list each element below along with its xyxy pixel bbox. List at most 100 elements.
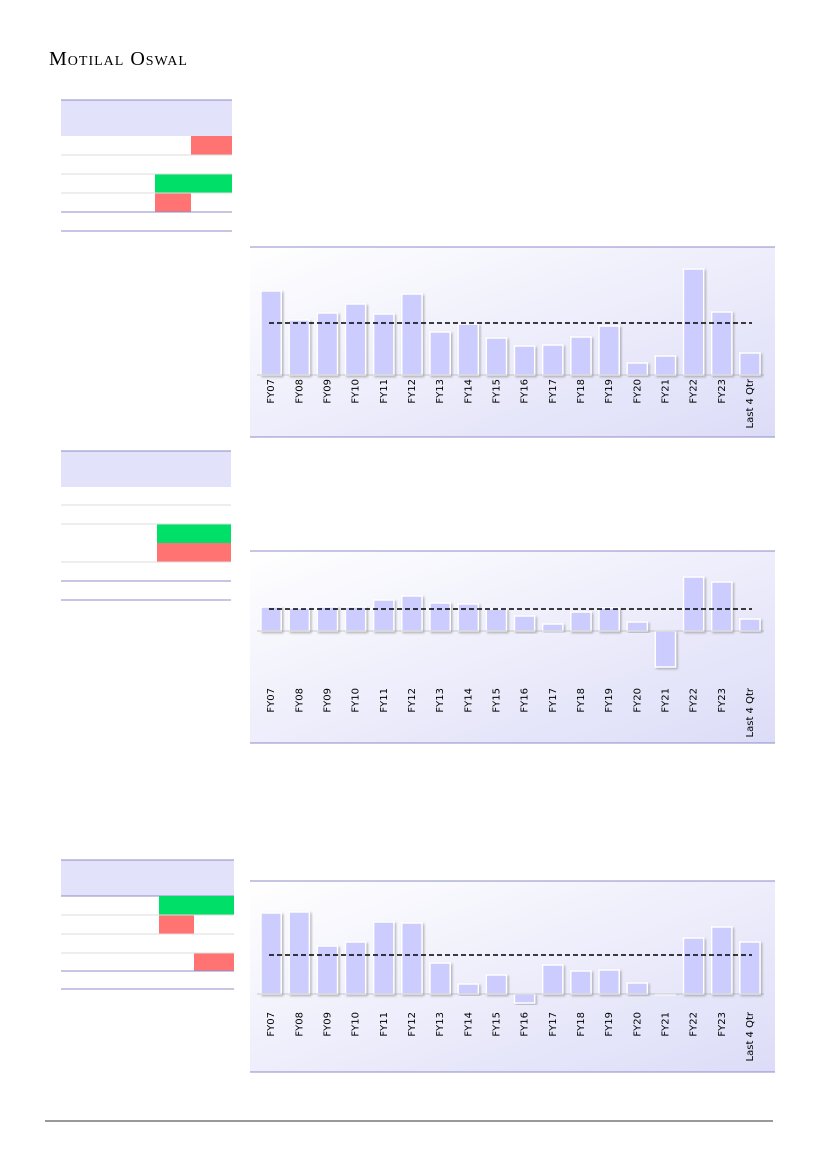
x-tick-label: FY11 xyxy=(379,379,390,404)
x-tick-label: FY15 xyxy=(491,1012,502,1037)
bar xyxy=(429,962,451,995)
bar xyxy=(429,602,451,632)
x-tick-label: FY08 xyxy=(294,1012,305,1037)
x-tick-label: FY20 xyxy=(632,688,643,713)
bar xyxy=(739,941,761,995)
bar xyxy=(598,969,620,995)
bar xyxy=(570,970,592,995)
x-tick-label: FY22 xyxy=(689,379,700,404)
bar xyxy=(401,293,423,376)
bar xyxy=(457,323,480,376)
bar xyxy=(513,615,536,632)
x-tick-label: FY09 xyxy=(322,1012,333,1037)
bar xyxy=(739,618,761,632)
bar xyxy=(626,982,649,995)
bar xyxy=(513,345,536,376)
bar xyxy=(541,964,564,995)
bar xyxy=(682,576,705,632)
bar xyxy=(429,331,451,376)
x-tick-label: FY10 xyxy=(351,688,362,713)
bar xyxy=(570,336,592,376)
bar xyxy=(682,268,705,376)
bar xyxy=(513,993,536,1004)
table xyxy=(61,99,232,232)
bar xyxy=(372,599,395,632)
bar xyxy=(288,911,311,995)
x-tick-label: FY17 xyxy=(548,1012,559,1037)
bar xyxy=(485,608,508,632)
table xyxy=(61,859,234,990)
x-tick-label: FY22 xyxy=(689,688,700,713)
chart: FY07 FY08 FY09 FY10 FY11 FY12 FY13 FY14 FY15 FY16… xyxy=(250,246,775,438)
x-tick-label: FY14 xyxy=(463,1012,474,1037)
bar xyxy=(260,912,282,995)
x-tick-label: FY23 xyxy=(717,688,728,713)
x-tick-label: FY13 xyxy=(435,1012,446,1037)
x-tick-label: FY16 xyxy=(520,379,531,404)
bar xyxy=(457,983,480,995)
x-tick-label: FY14 xyxy=(463,688,474,713)
x-tick-label: FY07 xyxy=(266,688,277,713)
x-tick-label: FY20 xyxy=(632,379,643,404)
bar xyxy=(710,311,733,376)
x-tick-label: FY19 xyxy=(604,1012,615,1037)
x-tick-label: FY21 xyxy=(660,379,671,404)
x-tick-label: FY11 xyxy=(379,688,390,713)
x-tick-label: FY10 xyxy=(351,1012,362,1037)
x-tick-label: FY17 xyxy=(548,688,559,713)
bar xyxy=(541,623,564,632)
x-tick-label: FY07 xyxy=(266,1012,277,1037)
x-tick-label: FY23 xyxy=(717,1012,728,1037)
x-tick-label: FY14 xyxy=(463,379,474,404)
bar xyxy=(260,290,282,376)
bar xyxy=(260,606,282,632)
bar xyxy=(626,362,649,376)
x-tick-label: FY15 xyxy=(491,379,502,404)
x-tick-label: FY19 xyxy=(604,688,615,713)
bar xyxy=(626,621,649,632)
bar xyxy=(288,607,311,632)
x-tick-label: Last 4 Qtr xyxy=(745,687,756,737)
bar xyxy=(570,611,592,632)
brand: Motilal Oswal xyxy=(49,48,188,70)
x-tick-label: FY11 xyxy=(379,1012,390,1037)
x-tick-label: FY21 xyxy=(660,688,671,713)
bar xyxy=(710,926,733,995)
bar xyxy=(598,325,620,376)
chart: FY07 FY08 FY09 FY10 FY11 FY12 FY13 FY14 FY15 FY16… xyxy=(250,550,775,744)
bar xyxy=(457,603,480,632)
x-tick-label: FY08 xyxy=(294,379,305,404)
bar xyxy=(372,921,395,995)
x-tick-label: FY16 xyxy=(520,1012,531,1037)
x-tick-label: Last 4 Qtr xyxy=(745,1011,756,1061)
x-tick-label: FY16 xyxy=(520,688,531,713)
bar xyxy=(654,355,677,376)
x-tick-label: FY13 xyxy=(435,379,446,404)
x-tick-label: FY19 xyxy=(604,379,615,404)
x-tick-label: FY18 xyxy=(576,379,587,404)
x-tick-label: FY21 xyxy=(660,1012,671,1037)
x-tick-label: FY09 xyxy=(322,379,333,404)
bar xyxy=(598,607,620,632)
chart: FY07 FY08 FY09 FY10 FY11 FY12 FY13 FY14 FY15 FY16… xyxy=(250,880,775,1073)
x-tick-label: FY08 xyxy=(294,688,305,713)
bar xyxy=(344,606,367,632)
bar xyxy=(401,595,423,632)
x-tick-label: FY09 xyxy=(322,688,333,713)
x-tick-label: FY07 xyxy=(266,379,277,404)
bar xyxy=(316,945,339,995)
bar xyxy=(710,581,733,632)
x-tick-label: FY12 xyxy=(407,688,418,713)
bar xyxy=(739,352,761,376)
x-tick-label: FY22 xyxy=(689,1012,700,1037)
x-tick-label: FY20 xyxy=(632,1012,643,1037)
x-tick-label: FY18 xyxy=(576,688,587,713)
bar xyxy=(288,319,311,376)
bar xyxy=(401,922,423,995)
x-tick-label: FY17 xyxy=(548,379,559,404)
bar xyxy=(344,303,367,376)
x-tick-label: FY12 xyxy=(407,1012,418,1037)
bar xyxy=(316,606,339,632)
x-tick-label: FY15 xyxy=(491,688,502,713)
